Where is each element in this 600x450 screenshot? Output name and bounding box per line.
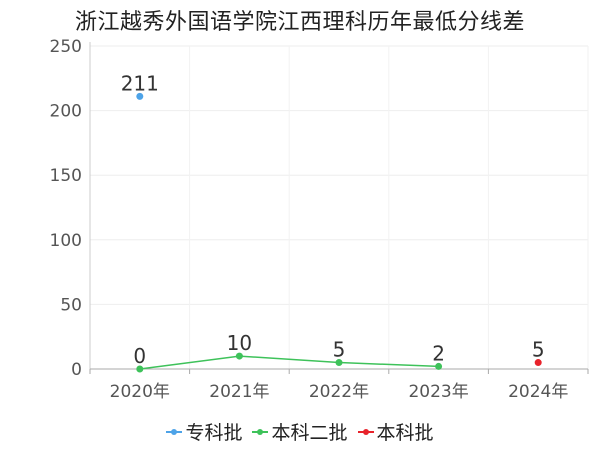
data-point <box>235 352 243 360</box>
data-point <box>534 359 542 367</box>
y-tick-label: 250 <box>50 37 82 57</box>
gridlines <box>90 45 589 369</box>
series-layer <box>136 92 542 373</box>
y-tick-label: 0 <box>71 360 82 380</box>
data-point <box>335 359 343 367</box>
legend-item[interactable]: 本科二批 <box>252 418 348 445</box>
x-tick-label: 2023年 <box>408 382 468 402</box>
legend-label: 本科批 <box>376 422 434 444</box>
y-tick-label: 100 <box>50 231 82 251</box>
data-labels: 211 0 10 5 2 5 <box>121 71 545 368</box>
data-label: 5 <box>333 338 346 362</box>
legend-marker-icon <box>357 426 374 438</box>
legend-marker-icon <box>252 426 269 438</box>
series-line-1 <box>139 355 439 370</box>
data-point <box>136 92 144 100</box>
legend-label: 专科批 <box>185 422 243 444</box>
y-tick-label: 50 <box>60 295 82 315</box>
y-tick-label: 200 <box>50 102 82 122</box>
data-label: 5 <box>532 338 545 362</box>
x-tick-label: 2022年 <box>309 382 369 402</box>
legend-item[interactable]: 本科批 <box>357 418 434 445</box>
data-label: 10 <box>227 331 252 355</box>
x-tick-label: 2020年 <box>110 382 170 402</box>
legend-label: 本科二批 <box>271 422 348 444</box>
data-label: 211 <box>121 71 159 95</box>
data-point <box>136 365 144 373</box>
chart-title: 浙江越秀外国语学院江西理科历年最低分线差 <box>74 10 525 35</box>
data-label: 2 <box>432 341 445 365</box>
legend: 专科批 本科二批 本科批 <box>0 418 600 445</box>
legend-marker-icon <box>166 426 183 438</box>
x-tick-label: 2024年 <box>508 382 568 402</box>
x-tick-label: 2021年 <box>209 382 269 402</box>
legend-item[interactable]: 专科批 <box>166 418 242 445</box>
y-tick-label: 150 <box>50 166 82 186</box>
data-point <box>435 362 443 370</box>
data-label: 0 <box>133 344 146 368</box>
